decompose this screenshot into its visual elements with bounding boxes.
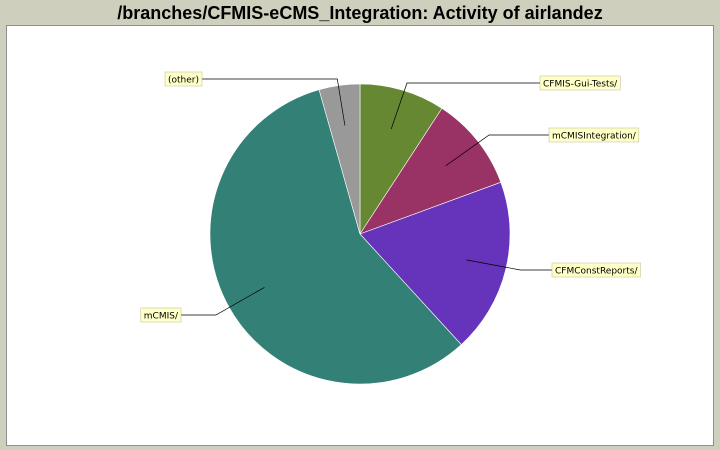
pie-slice-cfmis-gui-tests <box>359 83 443 236</box>
labels-layer: CFMIS-Gui-Tests/mCMISIntegration/CFMCons… <box>140 71 641 323</box>
pie-slice-cfmconstreports <box>359 181 511 346</box>
pie-slice-mcmis <box>209 89 462 385</box>
chart-title: /branches/CFMIS-eCMS_Integration: Activi… <box>117 3 603 23</box>
leader-line-mcmisintegration <box>445 134 549 167</box>
slice-label-text: CFMConstReports/ <box>555 267 638 277</box>
leaders-layer <box>181 78 552 316</box>
slice-label-text: mCMISIntegration/ <box>552 132 637 142</box>
slice-label-mcmis: mCMIS/ <box>140 307 182 323</box>
slice-label-mcmisintegration: mCMISIntegration/ <box>548 127 640 143</box>
slice-label-text: mCMIS/ <box>144 312 179 322</box>
slice-label-text: (other) <box>168 76 199 86</box>
pie-slice-other <box>318 83 361 235</box>
leader-line-other <box>202 78 346 126</box>
slice-label-other: (other) <box>164 71 203 87</box>
leader-line-cfmis-gui-tests <box>390 82 540 130</box>
slice-label-cfmis-gui-tests: CFMIS-Gui-Tests/ <box>539 75 621 91</box>
leader-line-cfmconstreports <box>466 259 552 271</box>
leader-line-mcmis <box>181 287 265 316</box>
pie-slice-mcmisintegration <box>359 107 502 235</box>
slices-layer <box>209 83 511 385</box>
slice-label-text: CFMIS-Gui-Tests/ <box>543 80 618 90</box>
slice-label-cfmconstreports: CFMConstReports/ <box>551 262 641 278</box>
